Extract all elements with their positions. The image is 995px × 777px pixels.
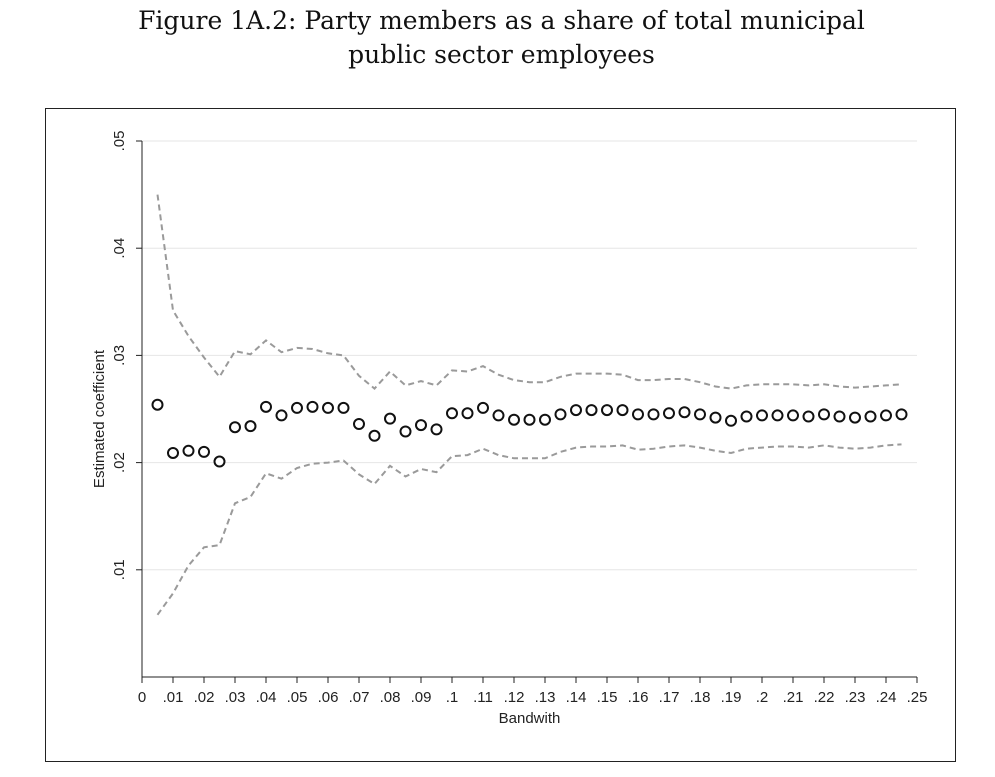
data-point [446,407,458,420]
data-point [570,404,582,417]
x-tick-label: .14 [566,689,587,706]
x-tick-label: .16 [628,689,649,706]
y-axis-ticks: .01 .02 .03 .04 .05 [111,131,142,580]
x-tick-label: .02 [194,689,215,706]
data-point [554,408,567,421]
x-tick-label: .12 [504,689,525,706]
data-point [647,408,660,421]
axes [141,141,917,678]
x-tick-label: .22 [814,689,835,706]
figure-title: Figure 1A.2: Party members as a share of… [0,4,995,72]
x-tick-label: .1 [446,689,459,706]
x-tick-label: .25 [907,689,928,706]
x-tick-label: .08 [380,689,401,706]
data-point [167,446,179,459]
x-tick-label: .06 [318,689,339,706]
x-tick-label: .03 [225,689,246,706]
y-tick-label: .05 [111,131,128,152]
data-point [430,423,443,436]
x-axis-title: Bandwith [499,710,561,727]
x-tick-label: .23 [845,689,866,706]
y-axis-title: Estimated coefficient [91,349,108,488]
coefficient-points [151,398,908,468]
x-tick-label: .15 [597,689,618,706]
data-point [663,407,675,420]
data-point [523,413,536,426]
figure-title-line1: Figure 1A.2: Party members as a share of… [138,6,865,35]
data-point [275,409,288,422]
data-point [151,398,164,411]
x-tick-label: .07 [349,689,370,706]
data-point [198,445,210,458]
data-point [833,410,846,423]
x-tick-label: 0 [138,689,146,706]
x-tick-label: .09 [411,689,432,706]
data-point [322,401,334,414]
data-point [477,401,489,414]
data-point [260,400,272,413]
confidence-bounds [156,194,902,616]
data-point [864,410,877,423]
data-point [291,401,303,414]
x-tick-label: .13 [535,689,556,706]
x-tick-label: .05 [287,689,308,706]
x-tick-label: .04 [256,689,277,706]
data-point [709,411,722,424]
data-point [802,410,815,423]
data-point [182,444,195,457]
data-point [353,418,365,431]
y-tick-label: .02 [111,452,128,473]
data-point [632,408,644,421]
data-point [756,409,768,422]
data-point [415,419,427,432]
y-tick-label: .04 [111,238,128,259]
gridlines [142,140,917,571]
data-point [539,413,551,426]
data-point [880,409,892,422]
data-point [678,406,691,419]
data-point [213,455,226,468]
x-tick-label: .21 [783,689,804,706]
upper-bound-line [156,194,902,390]
data-point [895,408,908,421]
x-tick-label: .17 [659,689,680,706]
x-tick-label: .01 [163,689,184,706]
x-tick-label: .11 [473,689,493,706]
data-point [740,410,753,423]
data-point [818,408,830,421]
figure-title-line2: public sector employees [348,40,655,69]
data-point [787,409,799,422]
x-tick-label: .19 [721,689,742,706]
data-point [492,409,505,422]
data-point [725,414,737,427]
data-point [601,404,613,417]
scatter-chart: 0 .01 .02 .03 .04 .05 .06 .07 .08 .09 .1 .11 .12 .13.… [91,131,928,727]
lower-bound-line [156,443,902,616]
data-point [368,429,381,442]
data-point [585,404,598,417]
data-point [399,425,412,438]
data-point [616,404,629,417]
data-point [229,421,241,434]
data-point [508,413,520,426]
y-tick-label: .03 [111,345,128,366]
x-tick-label: .18 [690,689,711,706]
data-point [694,408,706,421]
x-tick-label: .2 [756,689,769,706]
data-point [337,401,350,414]
data-point [771,409,784,422]
x-axis-ticks: 0 .01 .02 .03 .04 .05 .06 .07 .08 .09 .1 .11 .12 .13.… [138,677,928,706]
y-tick-label: .01 [111,559,128,580]
data-point [306,400,319,413]
data-point [849,411,861,424]
data-point [384,412,396,425]
plot-frame: 0 .01 .02 .03 .04 .05 .06 .07 .08 .09 .1 .11 .12 .13.… [45,108,956,762]
data-point [244,420,257,433]
x-tick-label: .24 [876,689,897,706]
data-point [461,407,474,420]
